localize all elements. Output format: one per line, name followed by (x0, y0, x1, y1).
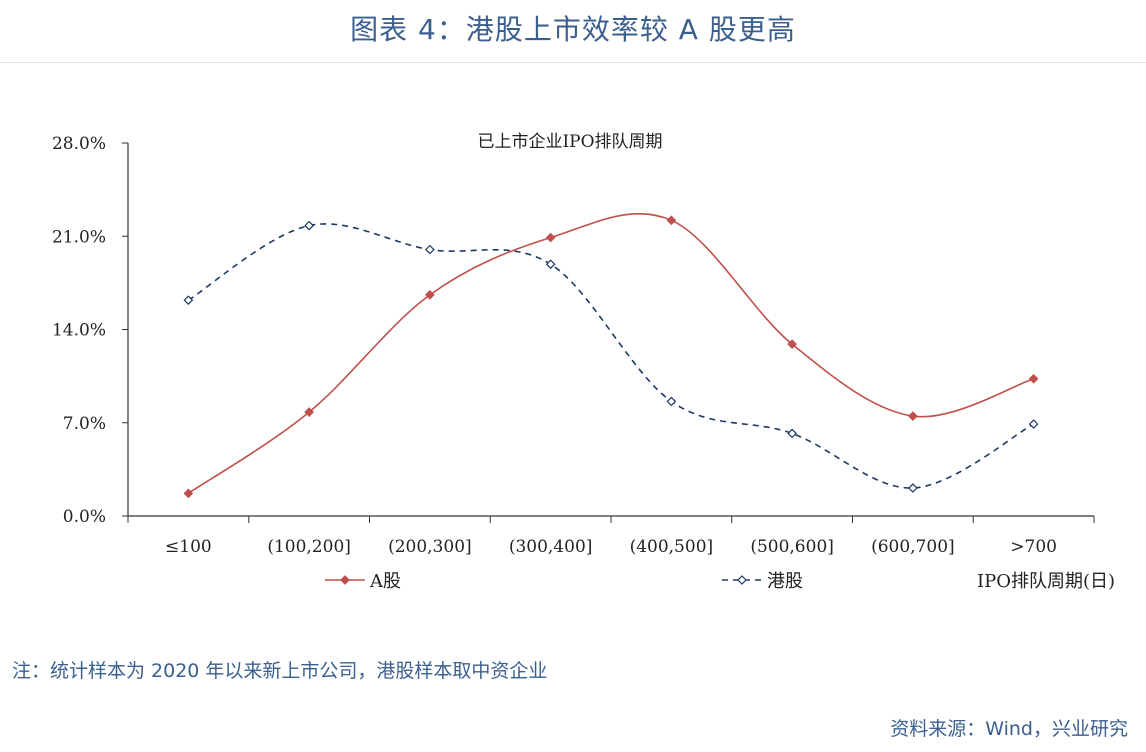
data-point-marker (908, 483, 918, 493)
x-axis-label: IPO排队周期(日) (977, 571, 1115, 592)
x-tick-label: (400,500] (630, 537, 714, 557)
y-tick-label: 7.0% (63, 414, 106, 434)
data-point-marker (304, 220, 314, 231)
legend-label: 港股 (767, 571, 803, 592)
series-line-hk-share (187, 223, 1034, 489)
legend-marker (340, 575, 350, 585)
data-point-marker (183, 488, 194, 499)
series-lines (183, 212, 1039, 499)
figure-title: 图表 4：港股上市效率较 A 股更高 (350, 13, 796, 46)
y-tick-labels: 0.0% 7.0% 14.0% 21.0% 28.0% (52, 134, 106, 527)
chart-title: 已上市企业IPO排队周期 (477, 132, 662, 152)
x-tick-label: (300,400] (509, 537, 593, 557)
chart-axes (122, 142, 1095, 523)
data-point-marker (545, 232, 556, 243)
x-tick-label: (200,300] (388, 537, 472, 557)
legend-label: A股 (369, 571, 401, 592)
legend-marker (737, 575, 747, 585)
data-point-marker (666, 396, 677, 407)
data-point-marker (425, 290, 435, 300)
y-tick-label: 28.0% (52, 134, 106, 154)
data-point-marker (545, 259, 556, 270)
data-point-marker (787, 339, 797, 350)
x-tick-labels: ≤100 (100,200] (200,300] (300,400] (400,500]… (165, 537, 1057, 557)
x-tick-label: >700 (1010, 537, 1057, 557)
x-tick-label: (600,700] (871, 537, 955, 557)
data-point-marker (1028, 419, 1039, 429)
y-tick-label: 0.0% (63, 507, 106, 527)
header-divider (0, 62, 1146, 63)
data-point-marker (666, 215, 677, 226)
y-tick-label: 21.0% (52, 227, 106, 247)
series-line-a-share (187, 212, 1034, 495)
x-tick-label: (100,200] (267, 537, 351, 557)
data-point-marker (425, 244, 435, 255)
data-point-marker (304, 407, 314, 417)
x-tick-label: ≤100 (165, 537, 212, 557)
x-tick-label: (500,600] (750, 537, 834, 557)
data-point-marker (183, 295, 194, 306)
line-chart: 已上市企业IPO排队周期 0.0% 7.0% 14.0% 21.0% 28.0% ≤10… (52, 132, 1115, 592)
footnote: 注：统计样本为 2020 年以来新上市公司，港股样本取中资企业 (12, 660, 548, 682)
data-point-marker (1028, 373, 1039, 384)
source-credit: 资料来源：Wind，兴业研究 (890, 718, 1128, 740)
y-tick-label: 14.0% (52, 321, 106, 341)
legend: A股 港股 (325, 571, 803, 592)
data-point-marker (908, 411, 918, 421)
data-point-marker (787, 428, 797, 439)
